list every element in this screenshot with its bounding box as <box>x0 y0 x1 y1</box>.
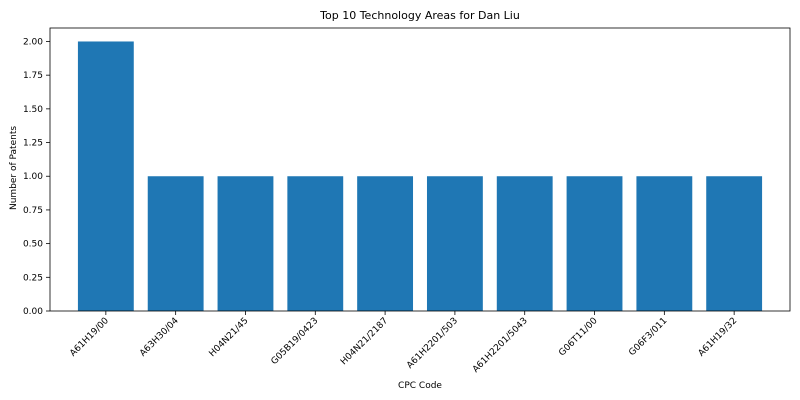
bar-G05B19/0423 <box>287 176 343 311</box>
x-tick-label: A61H19/32 <box>697 316 740 359</box>
x-tick-label: A61H2201/503 <box>405 316 460 371</box>
bar-A61H19/00 <box>78 41 134 311</box>
y-tick-label: 2.00 <box>23 37 43 47</box>
x-tick-label: G05B19/0423 <box>269 316 320 367</box>
y-tick-label: 0.75 <box>23 206 43 216</box>
plot-area: A61H19/00 A63H30/04 H04N21/45 G05B19/0423 H0… <box>23 28 790 375</box>
y-tick-label: 1.00 <box>23 172 43 182</box>
bar-A61H2201/5043 <box>497 176 553 311</box>
y-tick-label: 1.25 <box>23 139 43 149</box>
y-tick-label: 0.50 <box>23 240 43 250</box>
y-tick-label: 0.25 <box>23 273 43 283</box>
bar-G06F3/011 <box>636 176 692 311</box>
x-tick-label: H04N21/45 <box>208 316 251 359</box>
bar-G06T11/00 <box>567 176 623 311</box>
y-tick-label: 1.75 <box>23 71 43 81</box>
y-axis-label: Number of Patents <box>9 126 19 210</box>
bar-A61H19/32 <box>706 176 762 311</box>
chart-title: Top 10 Technology Areas for Dan Liu <box>319 9 520 22</box>
y-tick-label: 1.50 <box>23 105 43 115</box>
x-tick-label: A61H19/00 <box>68 316 111 359</box>
bar-H04N21/2187 <box>357 176 413 311</box>
bar-A63H30/04 <box>148 176 204 311</box>
x-tick-label: G06T11/00 <box>557 316 600 359</box>
x-tick-label: G06F3/011 <box>627 316 669 358</box>
bar-H04N21/45 <box>218 176 274 311</box>
x-tick-label: H04N21/2187 <box>339 316 390 367</box>
y-tick-label: 0.00 <box>23 307 43 317</box>
x-tick-label: A61H2201/5043 <box>471 316 530 375</box>
bar-A61H2201/503 <box>427 176 483 311</box>
x-tick-label: A63H30/04 <box>138 316 181 359</box>
x-axis-label: CPC Code <box>398 381 442 391</box>
